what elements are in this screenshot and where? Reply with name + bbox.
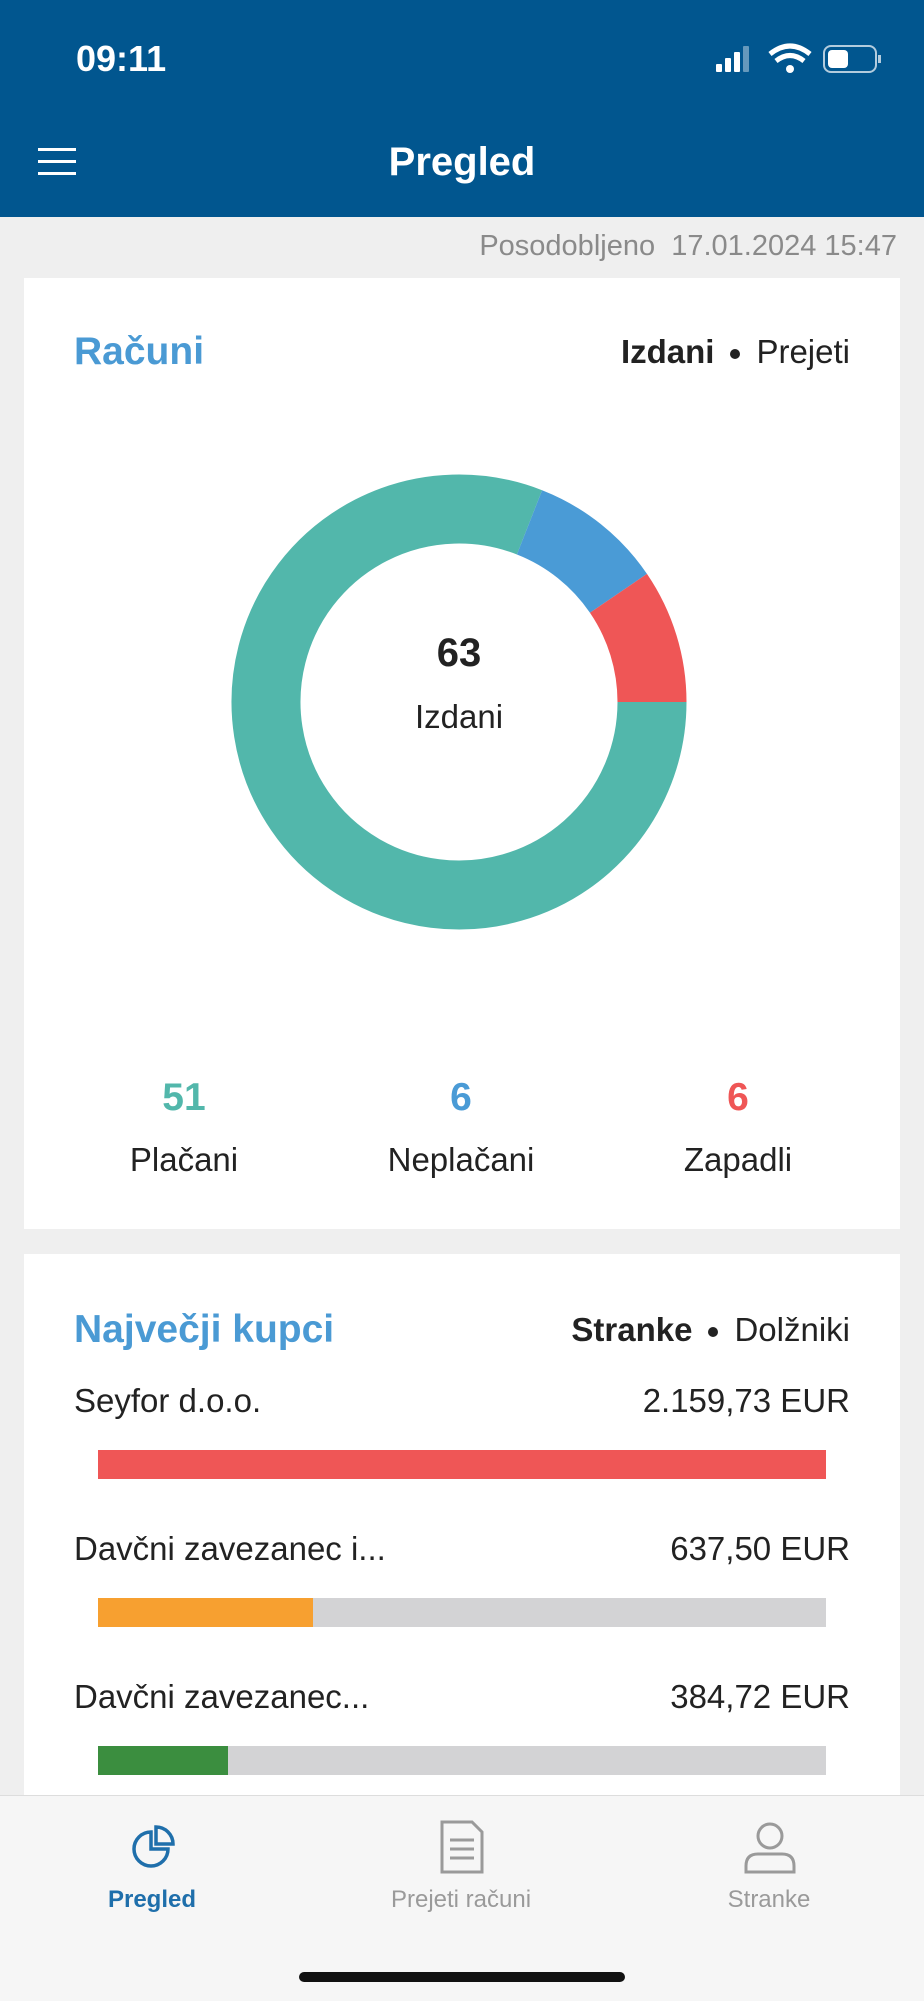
toggle: Izdani Prejeti: [621, 333, 850, 371]
home-indicator: [299, 1972, 625, 1982]
bar: [98, 1598, 313, 1627]
tab-icon: [440, 1820, 484, 1874]
invoices-card: Računi Izdani Prejeti 63 Izdani 51 Plačani…: [24, 278, 900, 1229]
toggle-option[interactable]: Izdani: [620, 333, 715, 370]
header-title: Pregled: [388, 140, 536, 184]
customer-name: Davčni zavezanec...: [74, 1678, 370, 1715]
tab-icon: [744, 1822, 796, 1874]
donut-segment: [589, 573, 687, 703]
bar: [98, 1450, 826, 1479]
updated-label: Posodobljeno: [479, 230, 656, 262]
toggle: Stranke Dolžniki: [571, 1311, 850, 1349]
donut-chart: 63 Izdani 51 Plačani 6 Neplačani 6 Zapadli: [130, 474, 792, 1178]
updated-timestamp: 17.01.2024 15:47: [671, 230, 897, 262]
stat-value: 51: [162, 1076, 205, 1119]
bar: [98, 1746, 228, 1775]
toggle-option[interactable]: Dolžniki: [734, 1311, 850, 1348]
stat-label: Plačani: [130, 1141, 238, 1178]
donut-segment: [231, 474, 687, 930]
stat-label: Neplačani: [388, 1141, 535, 1178]
card-title: Največji kupci: [74, 1308, 335, 1351]
toggle-option[interactable]: Stranke: [571, 1311, 693, 1348]
stat-label: Zapadli: [684, 1141, 792, 1178]
donut-segment: [516, 490, 647, 614]
tab[interactable]: Pregled: [107, 1886, 197, 1913]
customer-name: Seyfor d.o.o.: [74, 1382, 262, 1419]
stat-value: 6: [450, 1076, 472, 1119]
toggle-option[interactable]: Prejeti: [756, 333, 850, 370]
status-icons: [716, 43, 881, 73]
card-title: Računi: [74, 330, 205, 373]
customer-amount: 637,50 EUR: [670, 1530, 850, 1567]
status-time: 09:11: [76, 38, 167, 79]
customer-amount: 2.159,73 EUR: [642, 1382, 850, 1419]
menu-button[interactable]: [38, 146, 78, 178]
header: 09:11 Pregled: [0, 0, 924, 217]
updated: Posodobljeno 17.01.2024 15:47: [479, 230, 897, 263]
tab-icon: [132, 1825, 175, 1868]
center-label: Izdani: [415, 698, 503, 735]
tab[interactable]: Prejeti računi: [390, 1886, 532, 1913]
stat-value: 6: [727, 1076, 749, 1119]
center-value: 63: [437, 631, 482, 675]
tab[interactable]: Stranke: [727, 1886, 811, 1913]
customers-card: Največji kupci Stranke Dolžniki Seyfor d.…: [24, 1254, 900, 1814]
customer-amount: 384,72 EUR: [670, 1678, 850, 1715]
tab-bar: Pregled Prejeti računi Stranke: [0, 1795, 924, 2001]
customer-name: Davčni zavezanec i...: [74, 1530, 386, 1567]
